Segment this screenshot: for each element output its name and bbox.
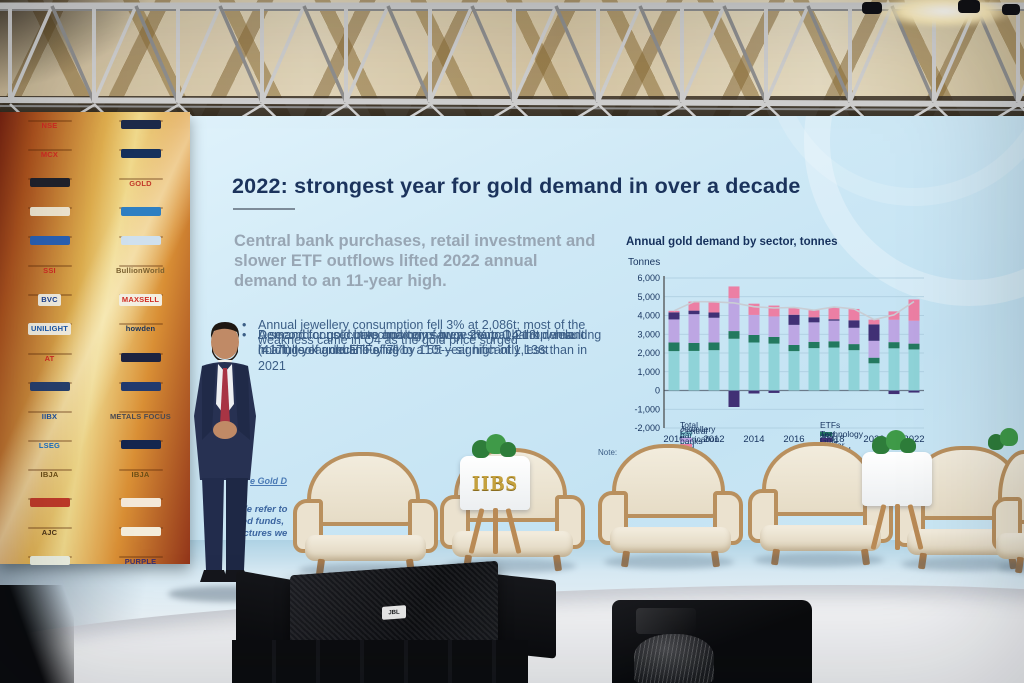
bullet-text: Demand for gold in technology saw a shar…	[258, 328, 602, 358]
svg-text:6,000: 6,000	[637, 273, 660, 283]
footnote-link-fragment: e Gold D	[250, 476, 288, 486]
plant-decor	[986, 428, 1024, 458]
svg-text:1,000: 1,000	[637, 367, 660, 377]
sponsor-logo-grid: NSE MCX GOLD SSI BullionWorld BVC MAXSELL UNILI…	[4, 120, 186, 565]
road-case	[232, 640, 528, 683]
svg-text:2016: 2016	[783, 434, 804, 445]
side-table	[862, 452, 932, 552]
svg-text:2022: 2022	[903, 434, 924, 445]
side-table: IIBS	[460, 456, 530, 556]
legend-label: Jewellery fabrication	[680, 424, 720, 444]
footnote-fragment: ructures we	[234, 528, 288, 539]
svg-text:-1,000: -1,000	[634, 404, 660, 414]
foreground-shadow	[0, 585, 74, 683]
armchair	[293, 452, 438, 576]
chart-y-axis-label: Tonnes	[628, 257, 661, 268]
svg-text:2014: 2014	[743, 434, 764, 445]
legend-swatch	[820, 432, 832, 436]
armchair	[748, 442, 893, 566]
event-logo: IIBS	[471, 470, 519, 495]
svg-text:-2,000: -2,000	[634, 423, 660, 433]
legend-swatch	[680, 432, 692, 436]
svg-text:2012: 2012	[703, 434, 724, 445]
bullet-text: Demand for gold bars and coins grew 2% t…	[258, 328, 588, 373]
plant-decor	[468, 432, 522, 462]
legend-item: Jewellery fabrication	[680, 424, 719, 444]
svg-text:4,000: 4,000	[637, 311, 660, 321]
footnote-fragment: We refer to	[238, 504, 288, 515]
footnote-fragment: ded funds,	[236, 516, 285, 527]
svg-text:2010: 2010	[663, 434, 684, 445]
sponsor-banner: NSE MCX GOLD SSI BullionWorld BVC MAXSELL UNILI…	[0, 112, 190, 565]
svg-text:2,000: 2,000	[637, 348, 660, 358]
bullet-text: Annual jewellery consumption fell 3% at …	[258, 318, 586, 348]
stage-light-fixture-icon	[1002, 4, 1020, 15]
audience-head	[634, 634, 714, 683]
armchair-partial	[992, 450, 1024, 574]
chart-title: Annual gold demand by sector, tonnes	[626, 236, 838, 248]
svg-text:5,000: 5,000	[637, 292, 660, 302]
slide-title: 2022: strongest year for gold demand in …	[232, 174, 801, 198]
title-underline	[233, 208, 295, 210]
bullet-marker: •	[242, 318, 247, 332]
svg-text:2018: 2018	[823, 434, 844, 445]
legend-swatch	[680, 438, 692, 442]
legend-swatch	[820, 438, 832, 442]
armchair	[598, 444, 743, 568]
bullet-text: A second consecutive quarter of huge cen…	[258, 328, 588, 358]
gold-demand-chart: Annual gold demand by sector, tonnes Ton…	[624, 236, 954, 486]
stage-light-fixture-icon	[958, 0, 980, 13]
legend-label: Technology	[820, 429, 864, 439]
jbl-logo: JBL	[382, 605, 406, 620]
bullet-marker: •	[242, 328, 247, 342]
stacked-bar-chart: -2,000 -1,000 0 1,000 2,000 3,000 4,000 5,000 6,…	[634, 273, 924, 445]
presenter	[194, 322, 256, 582]
svg-text:3,000: 3,000	[637, 329, 660, 339]
plant-decor	[868, 428, 922, 458]
slide-bullet-list: • Annual jewellery consumption fell 3% a…	[240, 318, 614, 373]
legend-item: Technology	[820, 429, 863, 439]
slide-intro: Central bank purchases, retail investmen…	[234, 232, 596, 290]
svg-text:0: 0	[655, 386, 660, 396]
stage-light-fixture-icon	[862, 2, 882, 14]
